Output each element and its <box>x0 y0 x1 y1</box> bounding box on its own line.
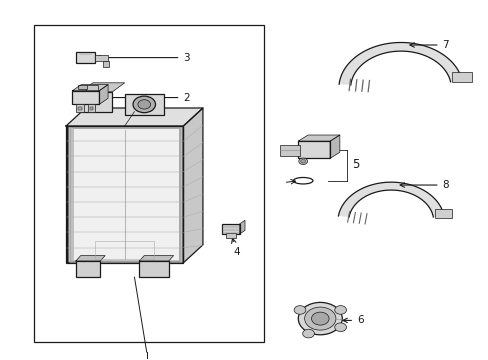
Bar <box>34 25 264 342</box>
Bar <box>222 224 239 234</box>
Bar <box>88 104 95 112</box>
Text: 3: 3 <box>96 53 190 63</box>
Bar <box>69 127 181 261</box>
Circle shape <box>133 96 155 113</box>
Bar <box>76 104 83 112</box>
Bar <box>434 209 451 218</box>
Bar <box>72 91 99 104</box>
Text: 8: 8 <box>399 180 448 190</box>
Text: 6: 6 <box>342 315 363 325</box>
Circle shape <box>298 302 342 335</box>
Bar <box>71 127 180 261</box>
Circle shape <box>300 159 305 163</box>
Bar <box>102 61 108 67</box>
Polygon shape <box>298 135 339 141</box>
Bar <box>76 261 100 277</box>
Bar <box>78 85 87 89</box>
Bar <box>68 126 182 262</box>
Polygon shape <box>66 108 203 126</box>
Bar <box>72 127 179 261</box>
Text: 7: 7 <box>409 40 448 50</box>
Polygon shape <box>338 182 443 217</box>
Bar <box>95 241 154 259</box>
Polygon shape <box>81 83 124 92</box>
Polygon shape <box>72 85 108 91</box>
Circle shape <box>302 329 314 338</box>
Polygon shape <box>76 256 105 261</box>
Circle shape <box>298 158 307 165</box>
Circle shape <box>304 307 335 330</box>
Bar <box>70 127 180 261</box>
Circle shape <box>138 100 150 109</box>
Bar <box>451 72 471 82</box>
Bar <box>139 261 168 277</box>
Text: 5: 5 <box>351 158 359 171</box>
Text: 2: 2 <box>101 93 190 103</box>
Bar <box>68 127 181 262</box>
Circle shape <box>334 323 346 332</box>
Bar <box>95 55 107 61</box>
Polygon shape <box>338 42 461 85</box>
Polygon shape <box>99 85 108 104</box>
Bar <box>298 141 329 158</box>
Bar <box>66 126 183 263</box>
Bar <box>76 52 95 63</box>
Circle shape <box>311 312 328 325</box>
Polygon shape <box>239 220 244 234</box>
Bar <box>124 94 163 115</box>
Bar <box>85 85 98 92</box>
Circle shape <box>293 306 305 314</box>
Bar <box>81 92 112 112</box>
Circle shape <box>334 306 346 314</box>
Bar <box>67 126 183 262</box>
Bar <box>90 107 93 110</box>
Bar <box>73 128 178 260</box>
Bar <box>279 145 300 156</box>
Bar <box>226 233 236 238</box>
Polygon shape <box>139 256 173 261</box>
Polygon shape <box>183 108 203 263</box>
Polygon shape <box>329 135 339 158</box>
Bar <box>78 107 81 110</box>
Text: 4: 4 <box>231 239 240 257</box>
